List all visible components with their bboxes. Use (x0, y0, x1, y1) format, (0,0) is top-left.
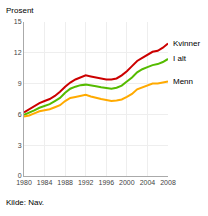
svg-text:9: 9 (18, 80, 22, 87)
svg-text:Kvinner: Kvinner (173, 39, 200, 48)
svg-text:1984: 1984 (37, 179, 53, 186)
svg-text:2000: 2000 (119, 179, 135, 186)
svg-text:1996: 1996 (99, 179, 115, 186)
svg-text:Prosent: Prosent (6, 6, 34, 15)
svg-text:2008: 2008 (160, 179, 176, 186)
svg-text:0: 0 (18, 172, 22, 179)
svg-text:2004: 2004 (140, 179, 156, 186)
svg-text:I alt: I alt (173, 54, 187, 63)
svg-text:3: 3 (18, 142, 22, 149)
svg-text:1988: 1988 (57, 179, 73, 186)
svg-text:1980: 1980 (16, 179, 32, 186)
svg-text:Menn: Menn (173, 77, 193, 86)
svg-text:15: 15 (14, 18, 22, 25)
svg-text:12: 12 (14, 49, 22, 56)
svg-text:6: 6 (18, 111, 22, 118)
svg-text:1992: 1992 (78, 179, 94, 186)
svg-text:Kilde: Nav.: Kilde: Nav. (6, 198, 44, 207)
